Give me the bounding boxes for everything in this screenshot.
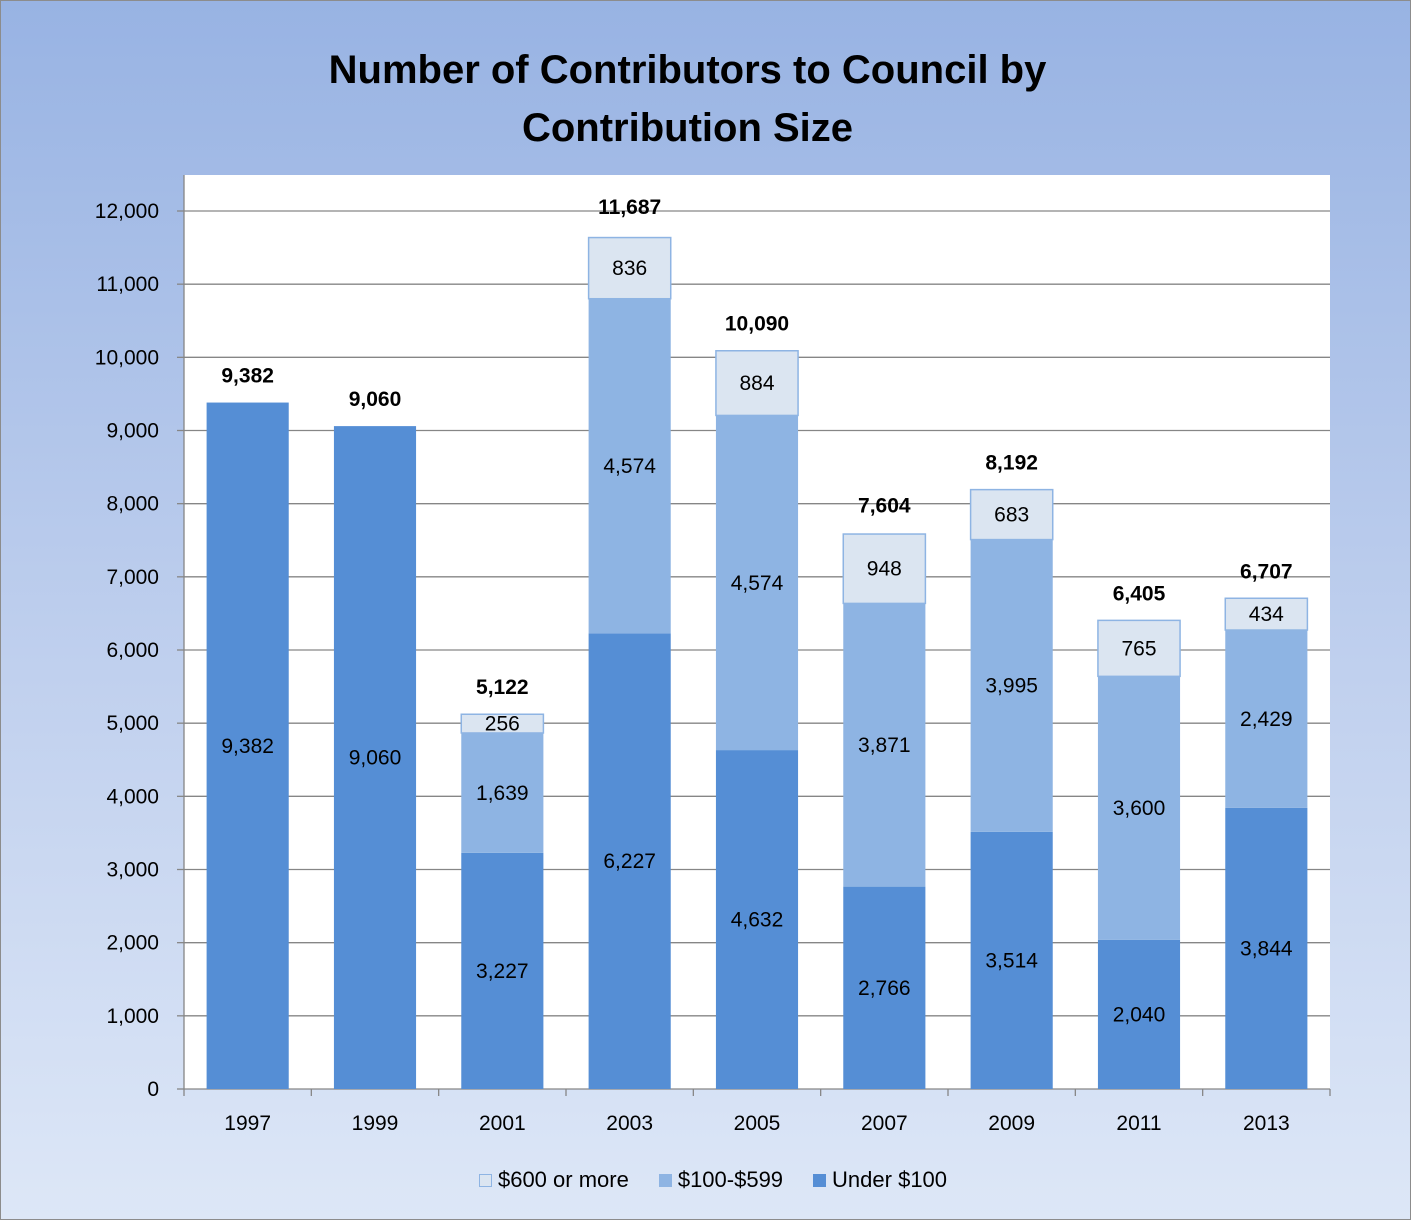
bar-segment (843, 603, 926, 887)
data-label: 9,060 (349, 747, 402, 770)
x-tick-label: 2013 (1243, 1112, 1290, 1135)
total-label: 6,707 (1240, 560, 1293, 583)
x-tick-label: 2011 (1116, 1112, 1161, 1135)
bar-segment (715, 349, 799, 417)
data-label: 3,600 (1113, 797, 1166, 820)
bar-segment (333, 426, 417, 1089)
data-label: 683 (994, 504, 1029, 527)
data-label: 4,632 (731, 909, 784, 932)
chart-title-line-1: Number of Contributors to Council by (328, 48, 1047, 92)
legend-item: Under $100 (813, 1167, 947, 1193)
data-label: 3,227 (476, 960, 529, 983)
data-label: 434 (1249, 603, 1284, 626)
legend-label: $600 or more (497, 1167, 629, 1192)
x-tick-label: 2003 (606, 1112, 653, 1135)
total-label: 9,382 (221, 365, 274, 388)
y-tick-label: 2,000 (106, 932, 159, 955)
bar-segment (461, 852, 544, 1089)
bar-segment (970, 831, 1053, 1089)
bar-segment (715, 750, 799, 1089)
y-tick-label: 3,000 (106, 859, 159, 882)
legend-item: $600 or more (478, 1167, 629, 1193)
y-tick-label: 11,000 (96, 273, 159, 296)
data-label: 3,844 (1240, 937, 1293, 960)
x-tick-label: 1997 (224, 1112, 271, 1135)
data-label: 3,995 (985, 675, 1038, 698)
total-label: 8,192 (985, 452, 1038, 475)
data-label: 9,382 (221, 735, 274, 758)
y-tick-label: 10,000 (95, 346, 159, 369)
legend-swatch (813, 1173, 827, 1187)
legend-swatch (658, 1173, 672, 1187)
total-label: 6,405 (1113, 582, 1166, 605)
data-label: 884 (739, 372, 774, 395)
y-tick-label: 6,000 (106, 639, 159, 662)
bar-segment (1224, 597, 1309, 631)
bar-segment (843, 886, 926, 1089)
data-label: 256 (485, 713, 520, 736)
total-label: 5,122 (476, 676, 529, 699)
y-tick-label: 0 (147, 1078, 159, 1101)
bar-segment (587, 236, 672, 300)
total-label: 9,060 (349, 388, 402, 411)
legend-item: $100-$599 (658, 1167, 784, 1193)
bar-segment (1097, 939, 1181, 1089)
data-label: 948 (867, 558, 902, 581)
data-label: 3,871 (858, 734, 911, 757)
bar-segment (969, 488, 1054, 541)
bar-segment (715, 415, 799, 751)
y-tick-label: 12,000 (95, 200, 159, 223)
legend-label: Under $100 (832, 1167, 948, 1192)
y-tick-label: 4,000 (106, 785, 159, 808)
total-label: 7,604 (858, 495, 911, 518)
data-label: 6,227 (603, 850, 656, 873)
bar-segment (460, 713, 545, 734)
x-tick-label: 2009 (988, 1112, 1035, 1135)
bar-segment (588, 298, 671, 634)
x-tick-label: 2007 (861, 1112, 908, 1135)
x-tick-label: 1999 (352, 1112, 399, 1135)
bar-segment (588, 633, 671, 1089)
data-label: 4,574 (603, 455, 656, 478)
bar-segment (842, 533, 927, 605)
data-label: 2,429 (1240, 708, 1293, 731)
bar-segment (461, 732, 544, 853)
data-label: 765 (1121, 637, 1156, 660)
chart-title: Number of Contributors to Council by Con… (1, 41, 1374, 157)
data-label: 4,574 (731, 572, 784, 595)
y-tick-label: 7,000 (106, 566, 159, 589)
x-tick-label: 2001 (479, 1112, 526, 1135)
data-label: 836 (612, 257, 647, 280)
chart-title-line-2: Contribution Size (521, 106, 854, 150)
y-tick-label: 1,000 (106, 1005, 159, 1028)
legend-label: $100-$599 (677, 1167, 784, 1192)
y-tick-label: 9,000 (106, 420, 159, 443)
bar-segment (1097, 676, 1181, 940)
x-tick-label: 2005 (734, 1112, 781, 1135)
bar-segment (206, 402, 289, 1090)
bar-segment (1225, 807, 1308, 1089)
total-label: 11,687 (598, 196, 661, 219)
y-tick-label: 5,000 (106, 712, 159, 735)
legend: $600 or more $100-$599 Under $100 (1, 1167, 1411, 1193)
data-label: 3,514 (985, 949, 1038, 972)
bar-segment (970, 539, 1053, 832)
data-label: 2,766 (858, 977, 911, 1000)
data-label: 2,040 (1113, 1003, 1166, 1026)
data-label: 1,639 (476, 782, 529, 805)
bar-segment (1225, 630, 1308, 808)
total-label: 10,090 (725, 313, 789, 336)
bar-segment (1097, 619, 1181, 678)
legend-swatch (478, 1173, 492, 1187)
y-tick-label: 8,000 (106, 493, 159, 516)
